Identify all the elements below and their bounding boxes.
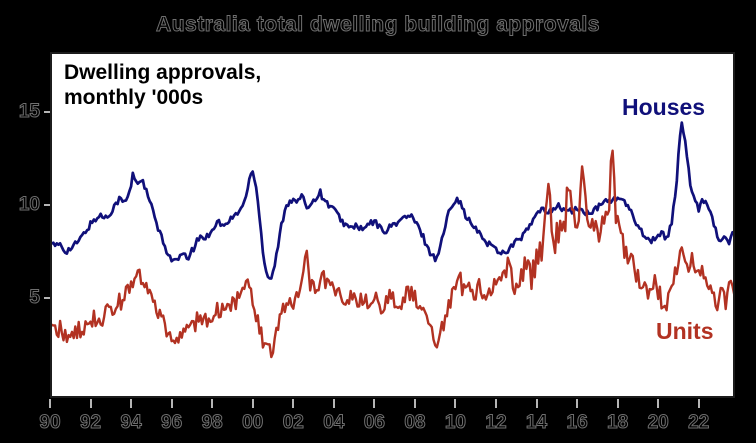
annotation-line-1: Dwelling approvals, [64, 61, 262, 84]
x-axis-tick-label: 08 [404, 412, 426, 434]
x-axis-tick [616, 399, 619, 408]
chart-title: Australia total dwelling building approv… [156, 13, 600, 37]
x-axis-tick [657, 399, 660, 408]
x-axis-tick-label: 02 [282, 412, 304, 434]
y-axis-tick-label: 15 [18, 100, 40, 122]
x-axis-tick-label: 96 [161, 412, 183, 434]
x-axis-tick-label: 16 [566, 412, 588, 434]
x-axis-tick [49, 399, 51, 408]
x-axis-tick [697, 399, 700, 408]
x-axis-tick-label: 22 [688, 412, 710, 434]
x-axis-tick-label: 90 [39, 412, 61, 434]
x-axis-tick-label: 10 [444, 412, 466, 434]
x-axis-tick [413, 399, 416, 408]
y-axis-tick [44, 296, 50, 299]
x-axis-tick [292, 399, 295, 408]
y-axis-tick [44, 203, 50, 206]
x-axis-tick-label: 20 [647, 412, 669, 434]
plot-annotation: Dwelling approvals, monthly '000s [64, 60, 261, 110]
y-axis-tick [44, 110, 50, 113]
x-axis-tick-label: 92 [79, 412, 102, 434]
annotation-line-2: monthly '000s [64, 86, 204, 109]
x-axis-tick [211, 399, 214, 408]
units-series-label: Units [656, 318, 714, 344]
x-axis-tick-label: 18 [607, 412, 629, 434]
x-axis-tick-label: 12 [485, 412, 507, 434]
x-axis-tick [495, 399, 497, 408]
x-axis-tick [454, 399, 457, 408]
x-axis-tick-label: 14 [525, 412, 548, 434]
y-axis-tick-label: 10 [18, 193, 40, 215]
y-axis-tick-label: 5 [29, 286, 41, 308]
x-axis-tick-label: 98 [201, 412, 223, 434]
x-axis-tick [130, 399, 133, 408]
x-axis-tick-label: 04 [323, 412, 345, 434]
x-axis-tick [170, 399, 173, 408]
houses-series-label: Houses [622, 94, 706, 120]
x-axis-tick [535, 399, 538, 408]
x-axis-tick-label: 94 [120, 412, 142, 434]
x-axis-tick [373, 399, 376, 408]
x-axis-tick-label: 06 [363, 412, 385, 434]
x-axis-tick [332, 399, 335, 408]
x-axis-tick [89, 399, 92, 408]
x-axis-tick [251, 399, 254, 408]
x-axis-tick [576, 399, 579, 408]
x-axis-tick-label: 00 [242, 412, 264, 434]
